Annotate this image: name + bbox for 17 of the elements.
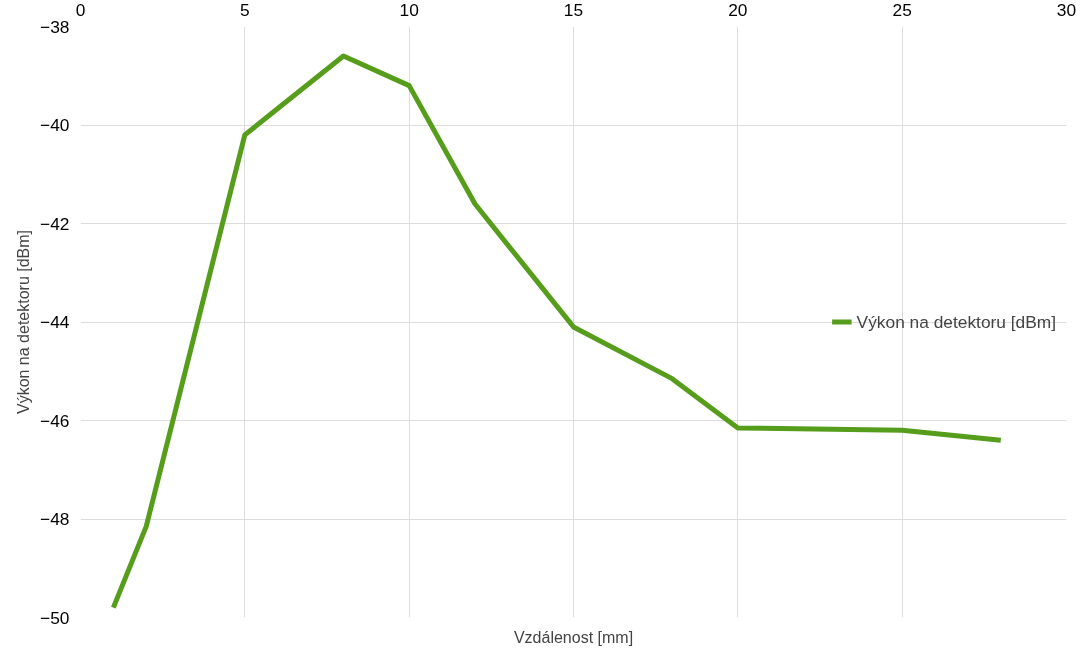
x-axis-title: Vzdálenost [mm]	[513, 628, 634, 646]
legend-label: Výkon na detektoru [dBm]	[856, 311, 1056, 332]
x-tick-label: 30	[1056, 0, 1077, 20]
y-axis-title: Výkon na detektoru [dBm]	[15, 229, 33, 415]
x-tick-label: 0	[75, 0, 86, 20]
y-tick-label: −44	[40, 312, 70, 332]
x-tick-label: 15	[563, 0, 584, 20]
y-tick-label: −40	[40, 115, 70, 135]
y-tick-label: −38	[40, 16, 70, 37]
y-tick-label: −46	[40, 410, 70, 431]
y-tick-label: −42	[40, 213, 70, 234]
x-tick-label: 25	[892, 0, 912, 20]
x-tick-label: 20	[728, 0, 748, 20]
y-tick-label: −50	[40, 607, 70, 628]
x-tick-label: 5	[240, 0, 250, 20]
y-tick-label: −48	[40, 509, 70, 529]
x-tick-label: 10	[399, 0, 419, 20]
